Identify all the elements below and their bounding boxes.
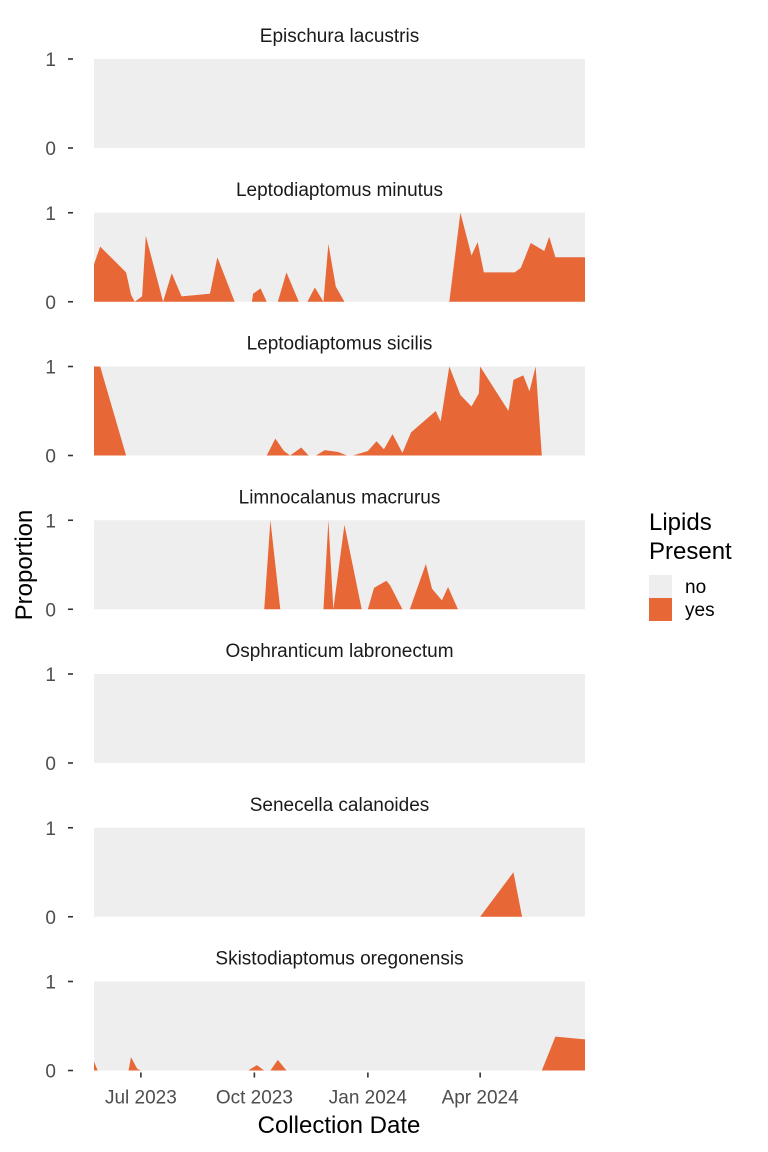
- legend-key: [649, 575, 672, 598]
- y-tick-label: 1: [45, 819, 56, 840]
- facet-title: Limnocalanus macrurus: [239, 487, 441, 508]
- y-tick-label: 1: [45, 665, 56, 686]
- y-tick-label: 1: [45, 50, 56, 71]
- y-tick-label: 0: [45, 908, 56, 929]
- legend-key: [649, 598, 672, 621]
- panel-background-area-no: [94, 981, 585, 1071]
- y-tick-label: 0: [45, 293, 56, 314]
- panel-background-area-no: [94, 59, 585, 148]
- x-tick-label: Jul 2023: [105, 1088, 177, 1109]
- facet-title: Epischura lacustris: [260, 26, 419, 47]
- area-series-yes: [94, 366, 585, 456]
- area-series-yes: [94, 212, 585, 302]
- x-axis-title: Collection Date: [258, 1112, 421, 1139]
- x-axis: Jul 2023 Oct 2023 Jan 2024 Apr 2024: [105, 1072, 520, 1109]
- y-tick-label: 0: [45, 139, 56, 160]
- facet-title: Skistodiaptomus oregonensis: [215, 949, 463, 970]
- y-tick-label: 1: [45, 511, 56, 532]
- legend-title: Lipids: [649, 509, 712, 536]
- facet-title: Osphranticum labronectum: [225, 641, 453, 662]
- facet-title: Leptodiaptomus sicilis: [247, 334, 433, 355]
- x-tick-label: Oct 2023: [216, 1088, 293, 1109]
- y-tick-label: 0: [45, 1062, 56, 1083]
- y-tick-label: 1: [45, 204, 56, 225]
- legend-title: Present: [649, 538, 732, 565]
- facet-title: Senecella calanoides: [250, 795, 430, 816]
- facet-panel: Epischura lacustris 0 1: [45, 26, 585, 160]
- x-tick-label: Apr 2024: [442, 1088, 520, 1109]
- facet-title: Leptodiaptomus minutus: [236, 180, 443, 201]
- panel-background-area-no: [94, 674, 585, 763]
- y-tick-label: 1: [45, 358, 56, 379]
- legend-label: no: [685, 577, 706, 598]
- facet-panel: Osphranticum labronectum 0 1: [45, 641, 585, 775]
- facet-panel: Limnocalanus macrurus 0 1: [45, 487, 585, 621]
- facet-panel: Leptodiaptomus minutus 0 1: [45, 180, 585, 314]
- y-tick-label: 0: [45, 447, 56, 468]
- y-tick-label: 0: [45, 600, 56, 621]
- x-tick-label: Jan 2024: [329, 1088, 408, 1109]
- area-series-yes: [264, 520, 585, 610]
- legend-label: yes: [685, 600, 715, 621]
- facet-panel: Senecella calanoides 0 1: [45, 795, 585, 929]
- facet-panel: Skistodiaptomus oregonensis 0 1: [45, 949, 585, 1083]
- y-tick-label: 1: [45, 973, 56, 994]
- facet-panel: Leptodiaptomus sicilis 0 1: [45, 334, 585, 468]
- area-series-yes: [480, 872, 585, 917]
- y-axis-title: Proportion: [11, 510, 38, 621]
- y-tick-label: 0: [45, 754, 56, 775]
